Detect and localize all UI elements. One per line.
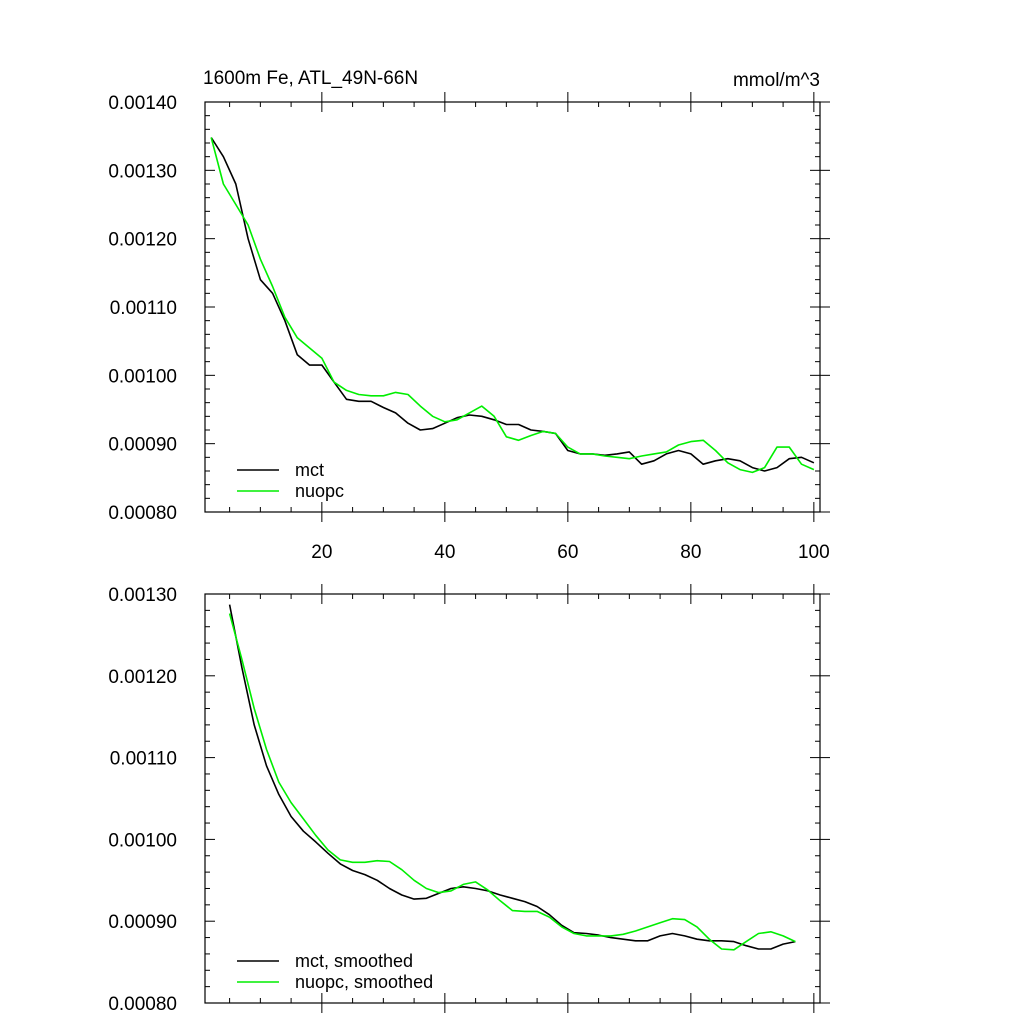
x-tick-label: 60 — [557, 542, 578, 563]
series-line-nuopc — [210, 137, 815, 474]
bottom-panel: 0.00080 0.00090 0.00100 0.00110 0.00120 0.001… — [108, 584, 830, 1015]
y-tick-label: 0.00080 — [108, 994, 177, 1015]
series-line-mct — [228, 604, 796, 950]
y-tick-label: 0.00130 — [108, 161, 177, 182]
legend-label: mct — [295, 460, 324, 480]
y-tick-label: 0.00130 — [108, 585, 177, 606]
units-label: mmol/m^3 — [733, 70, 820, 91]
y-tick-label: 0.00120 — [108, 230, 177, 251]
y-tick-label: 0.00120 — [108, 667, 177, 688]
plot-frame — [204, 101, 821, 513]
y-tick-label: 0.00100 — [108, 830, 177, 851]
y-tick-label: 0.00110 — [110, 749, 177, 770]
y-tick-label: 0.00080 — [108, 503, 177, 524]
legend-label: mct, smoothed — [295, 951, 413, 971]
x-tick-label: 100 — [798, 542, 830, 563]
y-tick-label: 0.00140 — [108, 93, 177, 114]
y-tick-label: 0.00100 — [108, 366, 177, 387]
y-tick-label: 0.00110 — [110, 298, 177, 319]
series-line-nuopc — [228, 613, 796, 951]
x-tick-label: 20 — [311, 542, 332, 563]
legend-label: nuopc, smoothed — [295, 972, 433, 992]
legend-label: nuopc — [295, 481, 344, 501]
plot-frame — [204, 593, 821, 1004]
y-tick-label: 0.00090 — [108, 435, 177, 456]
top-panel: 1600m Fe, ATL_49N-66N mmol/m^3 20 40 60 80 1… — [108, 68, 830, 563]
series-line-mct — [210, 137, 815, 472]
x-tick-label: 80 — [680, 542, 701, 563]
y-tick-label: 0.00090 — [108, 912, 177, 933]
panel-title: 1600m Fe, ATL_49N-66N — [203, 68, 418, 89]
x-tick-label: 40 — [434, 542, 455, 563]
